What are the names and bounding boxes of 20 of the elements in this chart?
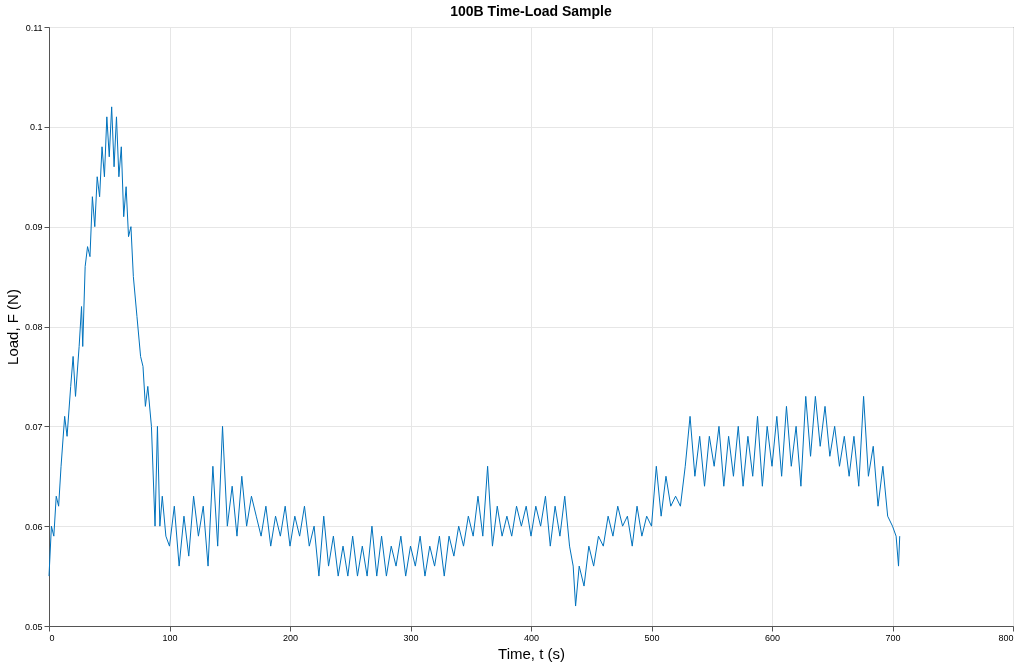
x-tick-label: 300 (403, 632, 419, 643)
x-tick-label: 0 (49, 632, 55, 643)
y-tick-label: 0.1 (29, 122, 43, 133)
x-tick-label: 500 (644, 632, 660, 643)
x-tick-label: 700 (885, 632, 901, 643)
x-tick-label: 200 (282, 632, 299, 643)
chart-title: 100B Time-Load Sample (450, 3, 612, 19)
line-series (48, 106, 901, 607)
y-tick-label: 0.09 (24, 222, 43, 233)
y-tick-label: 0.11 (25, 22, 43, 33)
y-tick-label: 0.07 (24, 421, 43, 432)
y-tick-label: 0.05 (24, 621, 43, 632)
x-tick-label: 100 (162, 632, 178, 643)
x-axis-title: Time, t (s) (498, 644, 565, 662)
x-tick-label: 400 (523, 632, 540, 643)
x-tick-label: 600 (764, 632, 781, 643)
y-axis-title: Load, F (N) (3, 289, 21, 365)
y-tick-label: 0.08 (24, 322, 43, 332)
x-tick-label: 800 (998, 632, 1014, 643)
y-tick-label: 0.06 (24, 521, 43, 532)
